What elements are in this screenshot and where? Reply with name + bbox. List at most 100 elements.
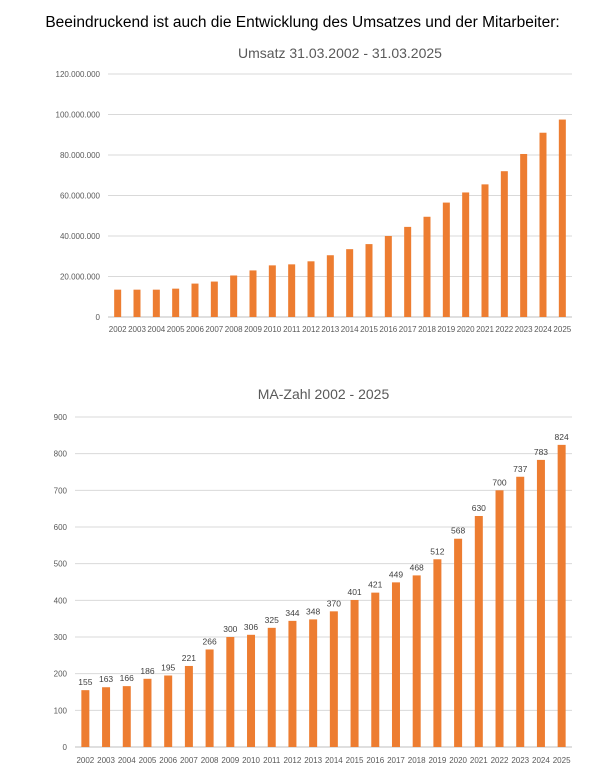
x-tick-label: 2025 xyxy=(553,756,571,765)
bar xyxy=(267,627,276,747)
data-label: 348 xyxy=(306,606,320,616)
x-tick-label: 2010 xyxy=(242,756,260,765)
y-tick-label: 400 xyxy=(54,596,68,605)
bar xyxy=(557,444,566,747)
data-label: 300 xyxy=(223,624,237,634)
data-label: 266 xyxy=(203,636,217,646)
x-tick-label: 2023 xyxy=(511,756,529,765)
bar xyxy=(384,236,392,317)
bar xyxy=(404,226,412,317)
data-label: 737 xyxy=(513,464,527,474)
bar xyxy=(102,687,111,747)
bar xyxy=(268,265,276,317)
chart-title: MA-Zahl 2002 - 2025 xyxy=(258,386,390,402)
x-tick-label: 2003 xyxy=(97,756,115,765)
x-tick-label: 2023 xyxy=(515,325,533,334)
x-tick-label: 2018 xyxy=(408,756,426,765)
y-tick-label: 120.000.000 xyxy=(56,70,101,79)
bar xyxy=(423,216,431,317)
bar xyxy=(346,249,354,317)
bar xyxy=(133,289,141,317)
y-tick-label: 100.000.000 xyxy=(56,111,101,120)
bar xyxy=(288,264,296,317)
x-tick-label: 2012 xyxy=(284,756,302,765)
x-tick-label: 2002 xyxy=(109,325,127,334)
x-tick-label: 2007 xyxy=(180,756,198,765)
bar xyxy=(442,202,450,317)
y-tick-label: 800 xyxy=(54,450,68,459)
y-tick-label: 40.000.000 xyxy=(60,232,101,241)
bar xyxy=(184,665,193,747)
data-label: 166 xyxy=(120,673,134,683)
x-tick-label: 2020 xyxy=(449,756,467,765)
bar xyxy=(412,575,421,747)
bar xyxy=(307,261,315,317)
data-label: 344 xyxy=(285,608,299,618)
x-tick-label: 2007 xyxy=(205,325,223,334)
x-tick-label: 2013 xyxy=(321,325,339,334)
x-tick-label: 2018 xyxy=(418,325,436,334)
x-tick-label: 2008 xyxy=(225,325,243,334)
bar xyxy=(210,281,218,317)
bar xyxy=(462,192,470,317)
x-tick-label: 2003 xyxy=(128,325,146,334)
x-tick-label: 2024 xyxy=(534,325,552,334)
data-label: 325 xyxy=(265,615,279,625)
x-tick-label: 2014 xyxy=(341,325,359,334)
x-tick-label: 2009 xyxy=(244,325,262,334)
x-tick-label: 2009 xyxy=(221,756,239,765)
y-tick-label: 20.000.000 xyxy=(60,273,101,282)
x-tick-label: 2004 xyxy=(147,325,165,334)
x-tick-label: 2022 xyxy=(495,325,513,334)
x-tick-label: 2006 xyxy=(186,325,204,334)
x-tick-label: 2019 xyxy=(428,756,446,765)
y-tick-label: 700 xyxy=(54,486,68,495)
bar xyxy=(520,153,528,317)
x-tick-label: 2011 xyxy=(263,756,281,765)
x-tick-label: 2006 xyxy=(159,756,177,765)
revenue-chart: Umsatz 31.03.2002 - 31.03.2025 0 20.000.00… xyxy=(56,45,572,334)
x-tick-label: 2005 xyxy=(139,756,157,765)
bar xyxy=(536,459,545,747)
bar xyxy=(454,538,463,747)
data-label: 155 xyxy=(78,677,92,687)
bar xyxy=(329,611,338,747)
data-label: 401 xyxy=(347,587,361,597)
data-label: 195 xyxy=(161,663,175,673)
x-tick-label: 2008 xyxy=(201,756,219,765)
x-tick-label: 2025 xyxy=(553,325,571,334)
x-tick-label: 2022 xyxy=(491,756,509,765)
data-label: 824 xyxy=(555,432,569,442)
bar xyxy=(172,288,180,317)
data-label: 186 xyxy=(140,666,154,676)
x-tick-label: 2015 xyxy=(346,756,364,765)
x-tick-label: 2002 xyxy=(76,756,94,765)
bar xyxy=(230,275,238,317)
x-tick-label: 2021 xyxy=(476,325,494,334)
bar xyxy=(558,119,566,317)
bar xyxy=(205,649,214,747)
x-tick-label: 2021 xyxy=(470,756,488,765)
data-label: 512 xyxy=(430,546,444,556)
y-tick-label: 0 xyxy=(63,743,68,752)
data-label: 468 xyxy=(410,562,424,572)
bar xyxy=(539,132,547,317)
bar xyxy=(500,171,508,317)
page-heading: Beeindruckend ist auch die Entwicklung d… xyxy=(45,14,560,31)
x-tick-label: 2014 xyxy=(325,756,343,765)
bar xyxy=(247,634,256,747)
y-tick-label: 300 xyxy=(54,633,68,642)
bar xyxy=(143,678,152,747)
bar xyxy=(474,516,483,747)
bar xyxy=(350,599,359,747)
chart-title: Umsatz 31.03.2002 - 31.03.2025 xyxy=(238,45,442,61)
bar xyxy=(191,283,199,317)
bar xyxy=(122,686,131,747)
bar xyxy=(391,582,400,747)
bar xyxy=(81,690,90,747)
x-tick-label: 2024 xyxy=(532,756,550,765)
y-tick-label: 200 xyxy=(54,670,68,679)
x-tick-label: 2016 xyxy=(366,756,384,765)
bar xyxy=(288,620,297,747)
employee-chart: MA-Zahl 2002 - 2025 0 100 200 300 400 500 600 70… xyxy=(54,386,572,765)
